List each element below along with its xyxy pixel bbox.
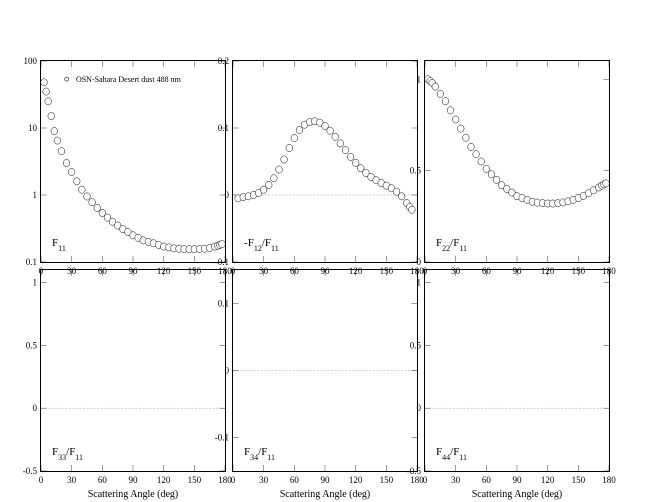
panel-label-F12: -F12/F11 xyxy=(244,237,279,253)
x-axis-title: Scattering Angle (deg) xyxy=(280,489,371,500)
panel-F12: 0306090120150180-0.100.10.2-F12/F11 xyxy=(232,60,418,263)
x-axis-title: Scattering Angle (deg) xyxy=(472,489,563,500)
x-tick-label: 0 xyxy=(231,475,236,485)
y-tick-label: 1 xyxy=(417,74,422,84)
x-tick-label: 0 xyxy=(423,475,428,485)
y-tick-label: 0 xyxy=(225,366,230,376)
y-tick-label: 1 xyxy=(417,278,422,288)
y-tick-label: -0.1 xyxy=(215,433,229,443)
y-tick-label: 0.2 xyxy=(218,56,229,66)
x-tick-label: 30 xyxy=(451,475,461,485)
x-tick-label: 150 xyxy=(188,475,202,485)
x-tick-label: 90 xyxy=(129,475,139,485)
panel-F44: 0306090120150180-0.500.51F44/F11Scatteri… xyxy=(424,269,610,472)
y-tick-label: -0.5 xyxy=(407,466,422,476)
panel-label-F11: F11 xyxy=(52,237,66,253)
y-tick-label: 0.1 xyxy=(218,299,229,309)
y-tick-label: 0 xyxy=(417,403,422,413)
y-tick-label: -0.5 xyxy=(23,466,38,476)
y-tick-label: 0 xyxy=(33,403,38,413)
y-tick-label: 1 xyxy=(33,278,38,288)
x-tick-label: 90 xyxy=(513,475,523,485)
y-tick-label: 0.5 xyxy=(410,340,422,350)
legend: OSN-Sahara Desert dust 488 nm xyxy=(65,75,182,84)
x-tick-label: 0 xyxy=(39,475,44,485)
x-tick-label: 120 xyxy=(349,475,363,485)
y-tick-label: 0.1 xyxy=(218,123,229,133)
x-tick-label: 90 xyxy=(321,475,331,485)
y-tick-label: 1 xyxy=(33,190,38,200)
y-tick-label: 0.1 xyxy=(26,257,37,267)
x-tick-label: 60 xyxy=(98,475,108,485)
x-tick-label: 180 xyxy=(602,475,616,485)
y-tick-label: 0 xyxy=(417,257,422,267)
x-tick-label: 150 xyxy=(572,475,586,485)
legend-text: OSN-Sahara Desert dust 488 nm xyxy=(76,75,182,84)
chart-grid: 03060901201501800.1110100F11OSN-Sahara D… xyxy=(0,0,650,502)
x-tick-label: 60 xyxy=(290,475,300,485)
x-tick-label: 120 xyxy=(157,475,171,485)
panel-F11: 03060901201501800.1110100F11OSN-Sahara D… xyxy=(40,60,226,263)
y-tick-label: -0.1 xyxy=(215,257,229,267)
x-tick-label: 150 xyxy=(380,475,394,485)
panel-F33: 0306090120150180-0.500.51F33/F11Scatteri… xyxy=(40,269,226,472)
panel-label-F34: F34/F11 xyxy=(244,446,275,462)
x-tick-label: 60 xyxy=(482,475,492,485)
panel-label-F22: F22/F11 xyxy=(436,237,467,253)
x-tick-label: 30 xyxy=(259,475,269,485)
x-tick-label: 120 xyxy=(541,475,555,485)
y-tick-label: 10 xyxy=(28,123,38,133)
y-tick-label: 100 xyxy=(24,56,38,66)
panel-F34: 0306090120150180-0.100.1F34/F11Scatterin… xyxy=(232,269,418,472)
panel-label-F33: F33/F11 xyxy=(52,446,83,462)
x-axis-title: Scattering Angle (deg) xyxy=(88,489,179,500)
y-tick-label: 0.5 xyxy=(410,166,422,176)
panel-F22: 030609012015018000.51F22/F11 xyxy=(424,60,610,263)
y-tick-label: 0 xyxy=(225,190,230,200)
x-tick-label: 30 xyxy=(67,475,77,485)
y-tick-label: 0.5 xyxy=(26,340,38,350)
panel-label-F44: F44/F11 xyxy=(436,446,467,462)
